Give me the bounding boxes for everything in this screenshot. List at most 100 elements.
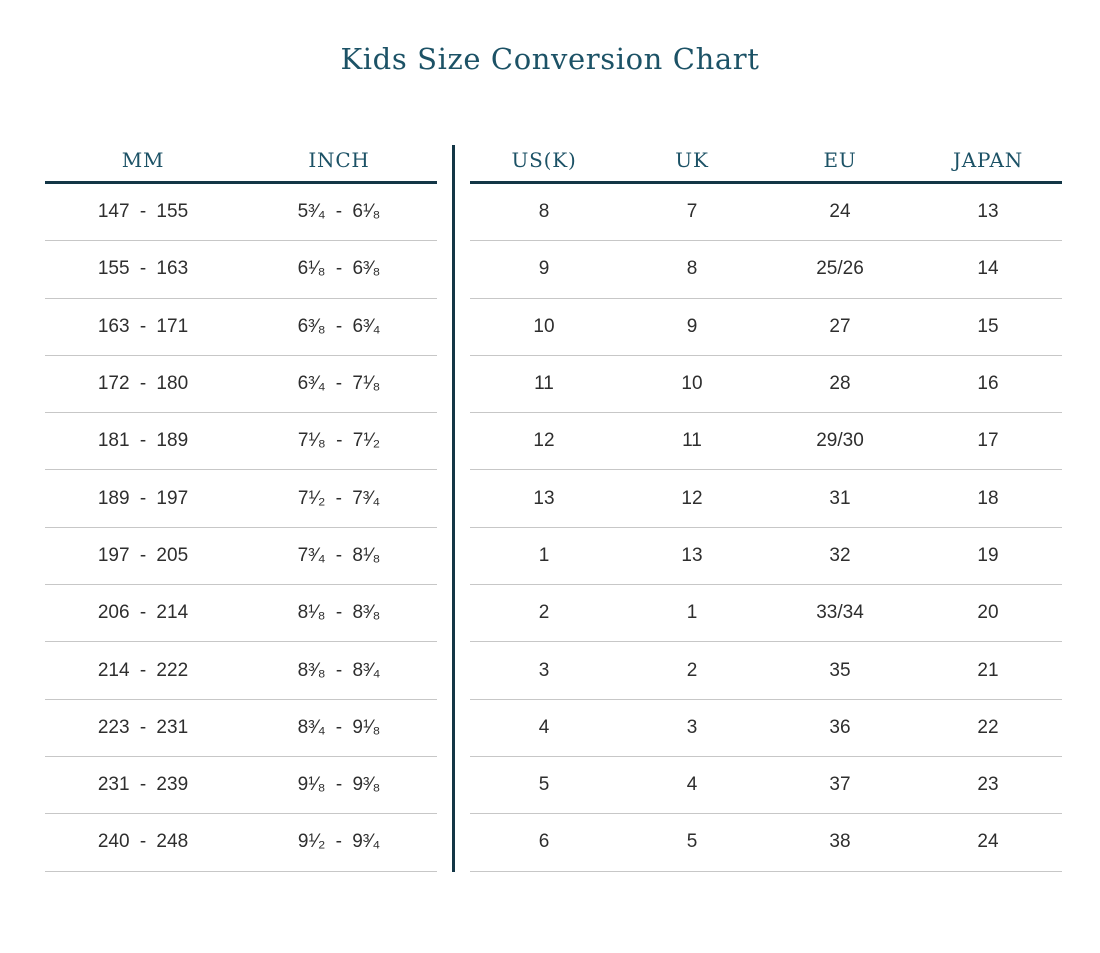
- table-row: 147 - 155 5³⁄₄ - 6¹⁄₈: [45, 184, 437, 242]
- table-cell: 12: [681, 487, 703, 509]
- table-cell: 6: [538, 831, 550, 853]
- mm-inch-table: MM INCH 147 - 155 5³⁄₄ - 6¹⁄₈ 155 - 163 6¹⁄…: [45, 138, 437, 872]
- right-table-body: 8 7 24 13 9 8 25/26 14 10 9 27 15 11 10 28 16 12 11 29/30 1…: [470, 184, 1062, 872]
- table-cell: 21: [977, 659, 999, 681]
- column-header-japan: JAPAN: [952, 147, 1024, 172]
- table-cell: 36: [829, 716, 851, 738]
- table-cell: 25/26: [816, 258, 864, 280]
- table-cell: 28: [829, 373, 851, 395]
- left-table-header-row: MM INCH: [45, 138, 437, 184]
- table-cell: 9¹⁄₈ - 9³⁄₈: [297, 774, 381, 796]
- table-cell: 24: [829, 201, 851, 223]
- table-cell: 20: [977, 602, 999, 624]
- table-cell: 32: [829, 544, 851, 566]
- table-cell: 13: [533, 487, 555, 509]
- page-title: Kids Size Conversion Chart: [340, 42, 760, 76]
- table-cell: 11: [534, 373, 554, 395]
- table-cell: 8³⁄₈ - 8³⁄₄: [297, 659, 381, 681]
- table-cell: 33/34: [816, 602, 864, 624]
- table-cell: 1: [686, 602, 698, 624]
- table-cell: 6¹⁄₈ - 6³⁄₈: [297, 258, 381, 280]
- table-row: 8 7 24 13: [470, 184, 1062, 242]
- table-cell: 37: [829, 774, 851, 796]
- table-cell: 38: [829, 831, 851, 853]
- table-cell: 35: [829, 659, 851, 681]
- column-header-us-kids: US(K): [511, 147, 577, 172]
- table-divider-rule: [452, 145, 455, 872]
- right-table-header-row: US(K) UK EU JAPAN: [470, 138, 1062, 184]
- table-row: 6 5 38 24: [470, 814, 1062, 872]
- table-cell: 10: [533, 315, 555, 337]
- international-sizes-table: US(K) UK EU JAPAN 8 7 24 13 9 8 25/26 14 10 9 27 15…: [470, 138, 1062, 872]
- table-cell: 223 - 231: [97, 716, 189, 738]
- size-conversion-chart: MM INCH 147 - 155 5³⁄₄ - 6¹⁄₈ 155 - 163 6¹⁄…: [45, 138, 1062, 872]
- column-header-uk: UK: [675, 147, 709, 172]
- table-cell: 5: [538, 774, 550, 796]
- table-cell: 6³⁄₄ - 7¹⁄₈: [297, 373, 381, 395]
- table-row: 155 - 163 6¹⁄₈ - 6³⁄₈: [45, 241, 437, 299]
- table-cell: 214 - 222: [97, 659, 189, 681]
- table-row: 181 - 189 7¹⁄₈ - 7¹⁄₂: [45, 413, 437, 471]
- table-row: 1 13 32 19: [470, 528, 1062, 586]
- table-cell: 7³⁄₄ - 8¹⁄₈: [297, 544, 381, 566]
- table-row: 240 - 248 9¹⁄₂ - 9³⁄₄: [45, 814, 437, 872]
- table-cell: 147 - 155: [97, 201, 189, 223]
- table-cell: 9: [538, 258, 550, 280]
- table-cell: 2: [686, 659, 698, 681]
- table-cell: 8¹⁄₈ - 8³⁄₈: [297, 602, 381, 624]
- table-cell: 23: [977, 774, 999, 796]
- table-cell: 14: [977, 258, 999, 280]
- table-cell: 163 - 171: [97, 315, 189, 337]
- table-cell: 189 - 197: [97, 487, 189, 509]
- table-cell: 11: [682, 430, 702, 452]
- table-cell: 7¹⁄₈ - 7¹⁄₂: [297, 430, 381, 452]
- table-cell: 8³⁄₄ - 9¹⁄₈: [297, 716, 381, 738]
- table-row: 172 - 180 6³⁄₄ - 7¹⁄₈: [45, 356, 437, 414]
- table-cell: 16: [977, 373, 999, 395]
- table-cell: 155 - 163: [97, 258, 189, 280]
- table-cell: 13: [977, 201, 999, 223]
- table-row: 189 - 197 7¹⁄₂ - 7³⁄₄: [45, 470, 437, 528]
- table-row: 4 3 36 22: [470, 700, 1062, 757]
- table-cell: 27: [829, 315, 851, 337]
- table-cell: 9: [686, 315, 698, 337]
- table-cell: 5: [686, 831, 698, 853]
- table-cell: 31: [829, 487, 851, 509]
- table-cell: 172 - 180: [97, 373, 189, 395]
- table-cell: 3: [686, 716, 698, 738]
- table-cell: 10: [681, 373, 703, 395]
- table-cell: 6³⁄₈ - 6³⁄₄: [297, 315, 381, 337]
- table-cell: 15: [977, 315, 999, 337]
- table-cell: 24: [977, 831, 999, 853]
- table-row: 9 8 25/26 14: [470, 241, 1062, 299]
- table-cell: 3: [538, 659, 550, 681]
- table-row: 5 4 37 23: [470, 757, 1062, 815]
- table-cell: 206 - 214: [97, 602, 189, 624]
- table-cell: 231 - 239: [97, 774, 189, 796]
- table-cell: 8: [538, 201, 550, 223]
- table-row: 231 - 239 9¹⁄₈ - 9³⁄₈: [45, 757, 437, 815]
- table-row: 214 - 222 8³⁄₈ - 8³⁄₄: [45, 642, 437, 700]
- table-cell: 22: [977, 716, 999, 738]
- table-row: 11 10 28 16: [470, 356, 1062, 414]
- table-row: 10 9 27 15: [470, 299, 1062, 356]
- table-cell: 2: [538, 602, 550, 624]
- table-row: 3 2 35 21: [470, 642, 1062, 700]
- table-cell: 17: [977, 430, 999, 452]
- table-cell: 18: [977, 487, 999, 509]
- table-cell: 8: [686, 258, 698, 280]
- table-cell: 13: [681, 544, 703, 566]
- table-row: 2 1 33/34 20: [470, 585, 1062, 643]
- table-cell: 5³⁄₄ - 6¹⁄₈: [297, 201, 381, 223]
- column-header-mm: MM: [121, 147, 165, 172]
- table-row: 206 - 214 8¹⁄₈ - 8³⁄₈: [45, 585, 437, 643]
- table-cell: 1: [538, 544, 550, 566]
- table-row: 163 - 171 6³⁄₈ - 6³⁄₄: [45, 299, 437, 356]
- left-table-body: 147 - 155 5³⁄₄ - 6¹⁄₈ 155 - 163 6¹⁄₈ - 6³⁄₈…: [45, 184, 437, 872]
- table-row: 223 - 231 8³⁄₄ - 9¹⁄₈: [45, 700, 437, 757]
- table-row: 13 12 31 18: [470, 470, 1062, 528]
- table-row: 12 11 29/30 17: [470, 413, 1062, 471]
- table-cell: 7¹⁄₂ - 7³⁄₄: [297, 487, 381, 509]
- table-cell: 240 - 248: [97, 831, 189, 853]
